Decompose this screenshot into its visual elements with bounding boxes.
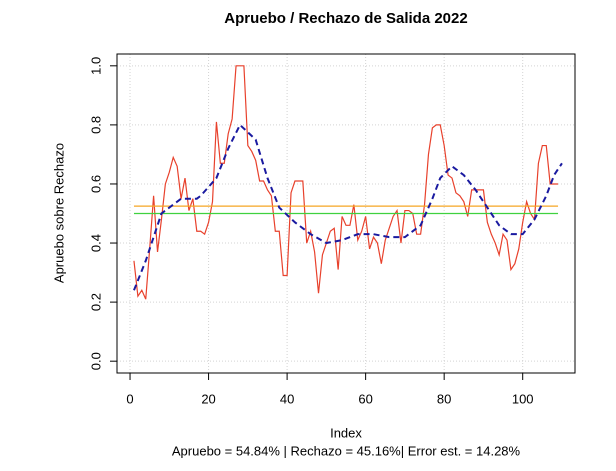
x-tick-label: 40 bbox=[280, 391, 294, 406]
y-tick-label: 0.4 bbox=[88, 234, 103, 252]
y-axis-label: Apruebo sobre Rechazo bbox=[51, 143, 66, 283]
x-tick-label: 80 bbox=[437, 391, 451, 406]
x-tick-label: 20 bbox=[201, 391, 215, 406]
x-tick-label: 60 bbox=[358, 391, 372, 406]
y-tick-label: 1.0 bbox=[88, 57, 103, 75]
x-axis-label: Index bbox=[330, 425, 362, 440]
y-tick-label: 0.8 bbox=[88, 116, 103, 134]
subtitle: Apruebo = 54.84% | Rechazo = 45.16%| Err… bbox=[172, 443, 521, 458]
x-tick-label: 0 bbox=[126, 391, 133, 406]
plot-box bbox=[116, 53, 576, 374]
y-tick-label: 0.6 bbox=[88, 175, 103, 193]
y-tick-label: 0.2 bbox=[88, 293, 103, 311]
data-line bbox=[133, 123, 563, 291]
y-tick-label: 0.0 bbox=[88, 352, 103, 370]
data-line bbox=[133, 65, 559, 300]
x-tick-label: 100 bbox=[512, 391, 534, 406]
chart-title: Apruebo / Rechazo de Salida 2022 bbox=[224, 10, 467, 27]
